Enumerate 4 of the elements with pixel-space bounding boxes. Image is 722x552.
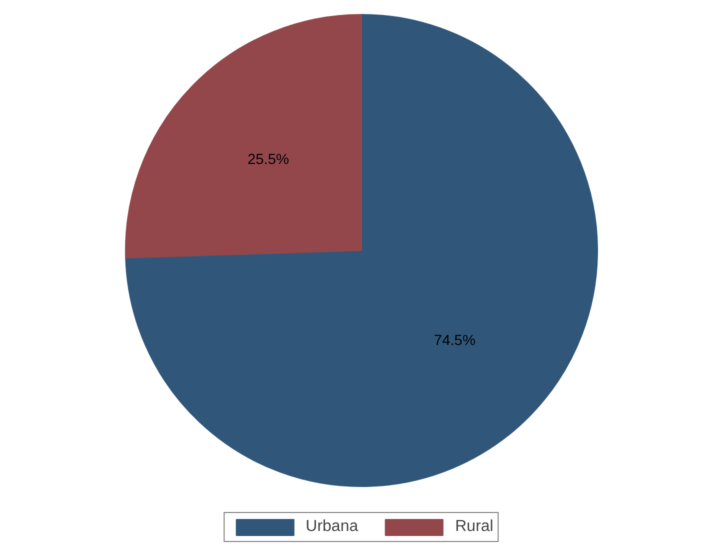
data-label: 25.5%: [248, 152, 290, 168]
data-label: 74.5%: [434, 332, 476, 349]
legend-label: Rural: [455, 518, 494, 536]
legend-label: Urbana: [306, 518, 358, 536]
